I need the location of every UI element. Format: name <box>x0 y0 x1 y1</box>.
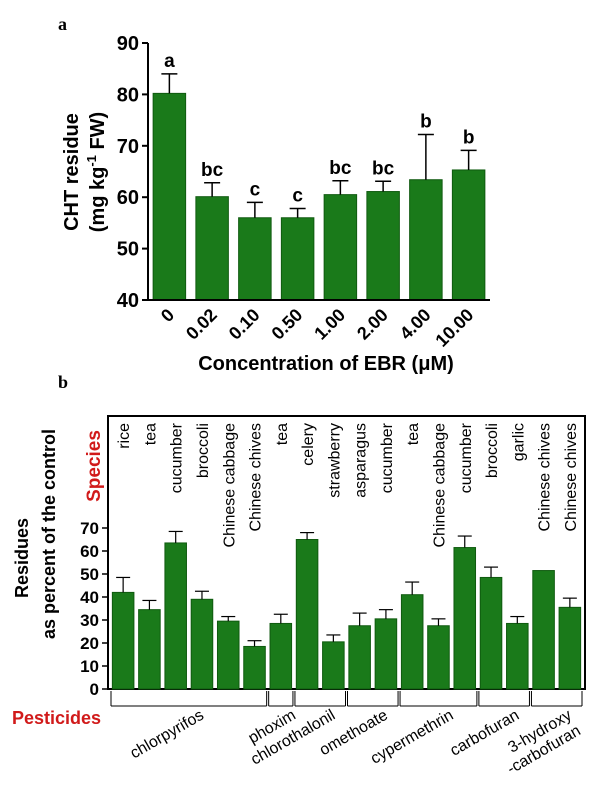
chart-b-ylabel-line1: Residues <box>12 518 32 598</box>
species-label-12: Chinese cabbage <box>431 423 448 548</box>
bar-a-1 <box>195 196 229 301</box>
bar-b-7 <box>295 539 319 690</box>
species-label-16: Chinese chives <box>537 423 554 532</box>
bar-a-2 <box>238 217 272 301</box>
chart-a-ylabel-line1: CHT residue <box>61 113 83 231</box>
significance-label-a-7: b <box>463 127 475 148</box>
y-tick-label-b-1: 10 <box>80 657 99 676</box>
bar-a-6 <box>409 179 443 301</box>
chart-a-ylabel-line2: (mg kg-1 FW) <box>84 112 109 232</box>
y-tick-label-b-7: 70 <box>80 519 99 538</box>
bar-b-9 <box>348 625 371 690</box>
y-tick-label-a-2: 60 <box>117 187 139 209</box>
species-label-10: cucumber <box>379 422 396 493</box>
bar-b-13 <box>453 547 477 690</box>
bar-b-4 <box>216 620 240 690</box>
bar-a-4 <box>323 194 358 301</box>
significance-label-a-4: bc <box>329 158 352 179</box>
bar-b-12 <box>427 625 450 690</box>
bar-b-5 <box>243 645 266 690</box>
bar-b-16 <box>532 570 555 690</box>
species-label-8: strawberry <box>326 423 343 498</box>
pesticide-label-0: chlorpyrifos <box>127 707 206 763</box>
chart-b-axes: 0 10 20 30 40 50 60 70 <box>80 519 109 699</box>
significance-label-a-2: c <box>250 179 261 200</box>
pesticides-axis-label: Pesticides <box>12 708 101 728</box>
species-label-13: cucumber <box>458 422 475 493</box>
y-tick-label-b-6: 60 <box>80 542 99 561</box>
y-tick-label-b-3: 30 <box>80 611 99 630</box>
species-label-9: asparagus <box>353 423 370 498</box>
chart-b-ylabel-line2: as percent of the control <box>39 429 59 639</box>
panel-b-label: b <box>58 372 68 392</box>
chart-b-species-labels: rice tea cucumber broccoli Chinese cabbage Ch… <box>116 422 580 547</box>
y-tick-label-a-0: 40 <box>117 290 139 312</box>
species-label-0: rice <box>116 423 133 449</box>
x-tick-label-a-6: 4.00 <box>396 305 435 344</box>
y-tick-label-b-0: 0 <box>90 680 99 699</box>
bar-a-0 <box>152 92 187 301</box>
bar-b-1 <box>138 609 161 690</box>
significance-label-a-5: bc <box>372 158 395 179</box>
species-label-11: tea <box>405 423 422 445</box>
significance-label-a-6: b <box>420 111 432 132</box>
bar-b-0 <box>111 591 135 690</box>
species-label-6: tea <box>274 423 291 445</box>
bar-a-3 <box>280 217 315 301</box>
x-tick-label-a-1: 0.02 <box>182 305 221 344</box>
chart-b-pesticide-labels: chlorpyrifos phoximchlorothalonilomethoat… <box>110 691 584 778</box>
species-axis-label: Species <box>84 430 105 502</box>
bar-b-14 <box>479 576 503 690</box>
y-tick-label-b-4: 40 <box>80 588 99 607</box>
species-label-1: tea <box>142 423 159 445</box>
species-label-5: Chinese chives <box>248 423 265 532</box>
species-label-17: Chinese chives <box>563 423 580 532</box>
x-tick-label-a-3: 0.50 <box>268 305 307 344</box>
y-tick-label-b-5: 50 <box>80 565 99 584</box>
species-label-2: cucumber <box>169 422 186 493</box>
y-tick-label-a-3: 70 <box>117 136 139 158</box>
bar-b-2 <box>164 542 187 690</box>
x-tick-label-a-0: 0 <box>157 305 178 326</box>
y-tick-label-a-4: 80 <box>117 84 139 106</box>
bar-b-10 <box>374 618 398 690</box>
significance-label-a-3: c <box>292 186 303 207</box>
bar-b-6 <box>269 622 293 690</box>
y-tick-label-b-2: 20 <box>80 634 99 653</box>
bar-b-11 <box>400 594 424 690</box>
species-label-3: broccoli <box>195 423 212 478</box>
y-tick-label-a-5: 90 <box>117 33 139 55</box>
x-tick-label-a-5: 2.00 <box>353 305 392 344</box>
bar-b-3 <box>190 598 214 690</box>
species-label-14: broccoli <box>484 423 501 478</box>
chart-b-bars <box>111 530 582 690</box>
panel-a-label: a <box>58 14 67 34</box>
species-label-4: Chinese cabbage <box>221 423 238 548</box>
x-tick-label-a-4: 1.00 <box>310 305 349 344</box>
bar-a-7 <box>451 169 486 301</box>
chart-a-xlabel: Concentration of EBR (μM) <box>198 353 454 375</box>
significance-label-a-0: a <box>164 51 175 72</box>
bar-a-5 <box>366 191 400 301</box>
x-tick-label-a-7: 10.00 <box>431 305 477 351</box>
x-tick-label-a-2: 0.10 <box>225 305 264 344</box>
species-label-15: garlic <box>510 423 527 461</box>
bar-b-17 <box>558 606 582 690</box>
significance-label-a-1: bc <box>201 160 224 181</box>
species-label-7: celery <box>300 423 317 466</box>
bar-b-8 <box>322 641 345 690</box>
bar-b-15 <box>506 622 529 690</box>
y-tick-label-a-1: 50 <box>117 239 139 261</box>
